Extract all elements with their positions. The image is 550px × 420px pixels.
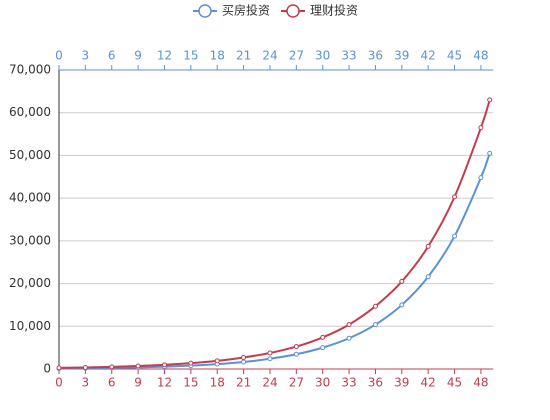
y-tick-label: 60,000 xyxy=(9,105,51,119)
x-tick-label-top: 42 xyxy=(421,49,436,63)
x-tick-label-bottom: 18 xyxy=(210,376,225,390)
x-tick-label-bottom: 3 xyxy=(82,376,90,390)
point xyxy=(214,358,220,364)
point xyxy=(372,322,378,328)
x-tick-label-top: 12 xyxy=(157,49,172,63)
point xyxy=(372,303,378,309)
point xyxy=(241,359,247,365)
x-tick-label-bottom: 0 xyxy=(55,376,63,390)
x-tick-label-bottom: 24 xyxy=(262,376,277,390)
x-tick-label-top: 3 xyxy=(82,49,90,63)
y-tick-label: 30,000 xyxy=(9,233,51,247)
x-tick-label-bottom: 30 xyxy=(315,376,330,390)
x-tick-label-bottom: 45 xyxy=(447,376,462,390)
legend-icon xyxy=(286,4,300,18)
point xyxy=(135,363,141,369)
x-tick-label-bottom: 39 xyxy=(394,376,409,390)
point xyxy=(56,365,62,371)
point xyxy=(241,354,247,360)
point xyxy=(161,362,167,368)
x-tick-label-bottom: 15 xyxy=(183,376,198,390)
x-tick-label-top: 33 xyxy=(341,49,356,63)
point xyxy=(478,175,484,181)
point xyxy=(267,356,273,362)
y-tick-label: 20,000 xyxy=(9,276,51,290)
point xyxy=(320,334,326,340)
y-tick-label: 10,000 xyxy=(9,319,51,333)
x-tick-label-bottom: 36 xyxy=(368,376,383,390)
series-line xyxy=(58,99,491,369)
x-tick-label-top: 18 xyxy=(210,49,225,63)
point xyxy=(346,335,352,341)
point xyxy=(82,365,88,371)
legend-label[interactable]: 买房投资 xyxy=(222,3,270,18)
point xyxy=(188,360,194,366)
x-tick-label-bottom: 42 xyxy=(421,376,436,390)
point xyxy=(425,243,431,249)
x-tick-label-top: 30 xyxy=(315,49,330,63)
x-tick-label-bottom: 27 xyxy=(289,376,304,390)
x-tick-label-bottom: 48 xyxy=(473,376,488,390)
x-tick-label-bottom: 21 xyxy=(236,376,251,390)
y-tick-label: 50,000 xyxy=(9,148,51,162)
series-line xyxy=(58,152,491,370)
legend-icon xyxy=(198,4,212,18)
x-tick-label-top: 21 xyxy=(236,49,251,63)
y-tick-label: 70,000 xyxy=(9,63,51,77)
point xyxy=(293,344,299,350)
point xyxy=(478,125,484,131)
point xyxy=(346,322,352,328)
y-tick-label: 40,000 xyxy=(9,191,51,205)
x-tick-label-top: 45 xyxy=(447,49,462,63)
x-tick-label-bottom: 12 xyxy=(157,376,172,390)
x-tick-label-bottom: 6 xyxy=(108,376,116,390)
point xyxy=(293,351,299,357)
point xyxy=(425,274,431,280)
x-tick-label-top: 24 xyxy=(262,49,277,63)
point xyxy=(399,302,405,308)
x-tick-label-bottom: 9 xyxy=(134,376,142,390)
point xyxy=(487,150,493,156)
point xyxy=(399,278,405,284)
x-tick-label-top: 6 xyxy=(108,49,116,63)
x-tick-label-top: 15 xyxy=(183,49,198,63)
point xyxy=(487,97,493,103)
x-tick-label-bottom: 33 xyxy=(341,376,356,390)
point xyxy=(452,194,458,200)
point xyxy=(109,364,115,370)
point xyxy=(320,345,326,351)
x-tick-label-top: 0 xyxy=(55,49,63,63)
x-tick-label-top: 48 xyxy=(473,49,488,63)
x-tick-label-top: 39 xyxy=(394,49,409,63)
legend-label[interactable]: 理财投资 xyxy=(310,3,358,18)
point xyxy=(452,233,458,239)
y-tick-label: 0 xyxy=(43,362,51,376)
x-tick-label-top: 9 xyxy=(134,49,142,63)
x-tick-label-top: 27 xyxy=(289,49,304,63)
point xyxy=(267,350,273,356)
x-tick-label-top: 36 xyxy=(368,49,383,63)
